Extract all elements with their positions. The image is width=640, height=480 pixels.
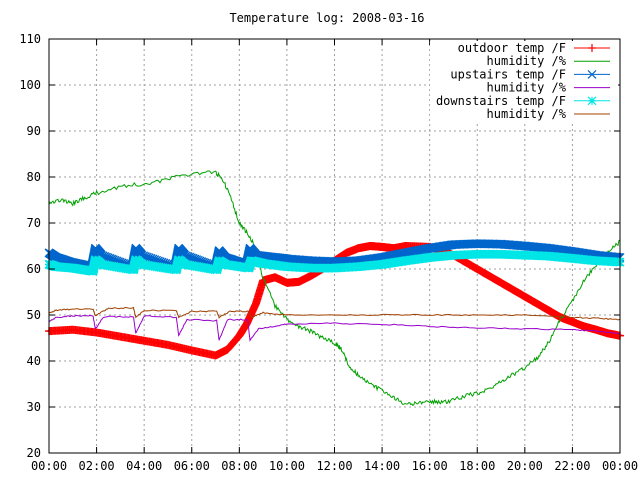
y-tick-label: 90 bbox=[27, 124, 41, 138]
data-point bbox=[588, 44, 596, 52]
legend-entry: humidity /% bbox=[487, 54, 610, 68]
series-5 bbox=[48, 306, 621, 321]
y-tick-label: 80 bbox=[27, 170, 41, 184]
y-tick-label: 40 bbox=[27, 354, 41, 368]
legend-label: humidity /% bbox=[487, 54, 567, 68]
x-tick-label: 02:00 bbox=[79, 459, 115, 473]
data-point bbox=[587, 69, 597, 79]
x-tick-label: 22:00 bbox=[554, 459, 590, 473]
x-tick-label: 12:00 bbox=[316, 459, 352, 473]
series-line bbox=[48, 306, 621, 321]
legend-entry: humidity /% bbox=[487, 81, 610, 95]
x-tick-label: 08:00 bbox=[221, 459, 257, 473]
y-tick-label: 110 bbox=[19, 32, 41, 46]
legend-entry: outdoor temp /F bbox=[458, 41, 610, 55]
data-point bbox=[587, 96, 597, 106]
legend-label: humidity /% bbox=[487, 81, 567, 95]
legend-label: outdoor temp /F bbox=[458, 41, 566, 55]
legend-label: humidity /% bbox=[487, 107, 567, 121]
series-layer bbox=[44, 170, 625, 407]
x-tick-label: 06:00 bbox=[174, 459, 210, 473]
legend-label: downstairs temp /F bbox=[436, 94, 566, 108]
x-tick-label: 20:00 bbox=[507, 459, 543, 473]
legend-entry: humidity /% bbox=[487, 107, 610, 121]
y-tick-label: 20 bbox=[27, 446, 41, 460]
y-tick-label: 60 bbox=[27, 262, 41, 276]
series-line bbox=[48, 170, 621, 407]
legend-entry: downstairs temp /F bbox=[436, 94, 610, 108]
series-3 bbox=[48, 314, 621, 342]
legend-entry: upstairs temp /F bbox=[450, 67, 610, 81]
x-tick-label: 18:00 bbox=[459, 459, 495, 473]
y-tick-label: 50 bbox=[27, 308, 41, 322]
legend-label: upstairs temp /F bbox=[450, 67, 566, 81]
x-tick-label: 16:00 bbox=[412, 459, 448, 473]
y-tick-label: 100 bbox=[19, 78, 41, 92]
series-1 bbox=[48, 170, 621, 407]
x-tick-label: 10:00 bbox=[269, 459, 305, 473]
legend-background bbox=[430, 41, 618, 123]
x-tick-label: 00:00 bbox=[602, 459, 638, 473]
x-tick-label: 04:00 bbox=[126, 459, 162, 473]
y-tick-label: 70 bbox=[27, 216, 41, 230]
series-line bbox=[48, 314, 621, 342]
y-tick-label: 30 bbox=[27, 400, 41, 414]
axes: 00:00 02:00 04:00 06:00 08:00 10:00 12:00 14:00… bbox=[19, 32, 638, 473]
series-4 bbox=[44, 249, 625, 276]
chart-title: Temperature log: 2008-03-16 bbox=[229, 11, 424, 25]
x-tick-label: 14:00 bbox=[364, 459, 400, 473]
x-tick-label: 00:00 bbox=[31, 459, 67, 473]
